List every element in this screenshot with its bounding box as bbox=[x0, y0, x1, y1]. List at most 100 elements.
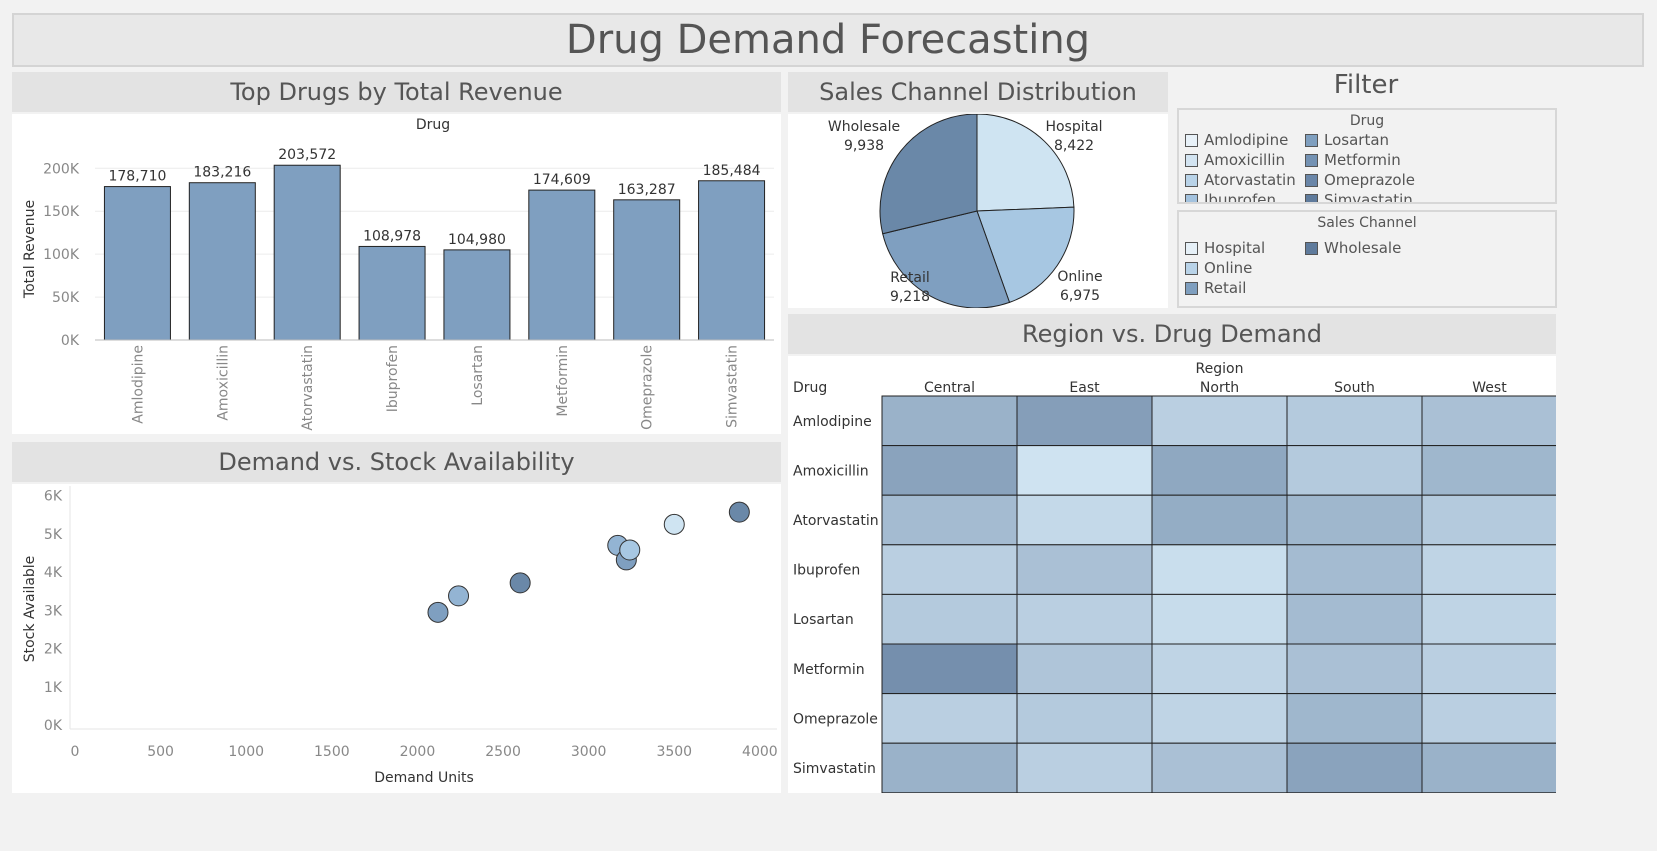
drug-legend-item[interactable]: Simvastatin bbox=[1305, 190, 1425, 204]
drug-legend-item[interactable]: Losartan bbox=[1305, 130, 1425, 150]
drug-legend-item[interactable]: Omeprazole bbox=[1305, 170, 1425, 190]
legend-label: Wholesale bbox=[1324, 239, 1402, 257]
channel-legend-item[interactable]: Online bbox=[1185, 258, 1305, 278]
legend-label: Simvastatin bbox=[1324, 191, 1413, 204]
heatmap-row-label: Simvastatin bbox=[793, 761, 876, 777]
legend-swatch bbox=[1185, 193, 1198, 202]
bar-chart: Drug Total Revenue 0K 50K 100K 150K 200K 178,71… bbox=[22, 117, 774, 431]
scatter-y-tick-label: 0K bbox=[44, 718, 63, 734]
heatmap-cell bbox=[1421, 445, 1558, 496]
bar-value-label: 203,572 bbox=[278, 147, 336, 163]
scatter-y-axis-title: Stock Available bbox=[22, 556, 38, 663]
heatmap-panel: Region Drug Central East North South West Amlod… bbox=[788, 356, 1558, 794]
heatmap-cell bbox=[1016, 445, 1153, 496]
channel-legend-item[interactable]: Hospital bbox=[1185, 238, 1305, 258]
channel-legend-item[interactable]: Retail bbox=[1185, 278, 1305, 298]
drug-legend-item[interactable]: Ibuprofen bbox=[1185, 190, 1305, 202]
scatter-point bbox=[427, 601, 449, 623]
heatmap-cell bbox=[881, 494, 1018, 546]
legend-label: Omeprazole bbox=[1324, 171, 1415, 189]
filter-title: Filter bbox=[1333, 70, 1399, 100]
pie-value-label: 6,975 bbox=[1060, 288, 1100, 304]
scatter-chart: 0K 1K 2K 3K 4K 5K 6K 0 500 1000 1500 2000 2500 3000 35… bbox=[22, 486, 778, 786]
bar-y-tick-label: 100K bbox=[43, 247, 80, 263]
legend-label: Retail bbox=[1204, 279, 1247, 297]
heatmap-cell bbox=[1151, 494, 1288, 546]
heatmap-column-header: Region bbox=[1196, 361, 1244, 377]
legend-swatch bbox=[1305, 133, 1318, 147]
scatter-x-tick-label: 3000 bbox=[571, 744, 607, 760]
heatmap-cell bbox=[881, 395, 1018, 447]
legend-label: Atorvastatin bbox=[1204, 171, 1296, 189]
channel-legend-item[interactable]: Wholesale bbox=[1305, 238, 1425, 258]
heatmap-column-label: Central bbox=[924, 380, 975, 396]
drug-legend-item[interactable]: Amoxicillin bbox=[1185, 150, 1305, 170]
bar-x-tick-label: Ibuprofen bbox=[385, 345, 401, 412]
heatmap-row-label: Omeprazole bbox=[793, 711, 878, 727]
bar-y-tick-label: 200K bbox=[43, 161, 80, 177]
channel-legend: Sales Channel Hospital Wholesale Online Ret… bbox=[1177, 210, 1557, 308]
heatmap-cell bbox=[1286, 693, 1423, 744]
heatmap-cell bbox=[1016, 395, 1153, 447]
bar-value-label: 185,484 bbox=[703, 163, 761, 179]
legend-swatch bbox=[1305, 153, 1318, 167]
scatter-x-tick-label: 500 bbox=[147, 744, 174, 760]
heatmap-chart: Region Drug Central East North South West Amlod… bbox=[793, 361, 1558, 794]
dashboard-title: Drug Demand Forecasting bbox=[12, 13, 1644, 67]
heatmap-row-header: Drug bbox=[793, 380, 827, 396]
heatmap-cell bbox=[1151, 693, 1288, 744]
heatmap-cell bbox=[1421, 395, 1558, 447]
heatmap-row-label: Atorvastatin bbox=[793, 513, 879, 529]
drug-legend-item[interactable]: Atorvastatin bbox=[1185, 170, 1305, 190]
pie-label: Online bbox=[1057, 269, 1102, 285]
heatmap-cell bbox=[1151, 445, 1288, 496]
heatmap-cell bbox=[881, 693, 1018, 744]
bar-value-label: 104,980 bbox=[448, 232, 506, 248]
legend-label: Online bbox=[1204, 259, 1253, 277]
heatmap-cell bbox=[1286, 494, 1423, 546]
heatmap-cell bbox=[1016, 742, 1153, 794]
drug-legend-item[interactable]: Amlodipine bbox=[1185, 130, 1305, 150]
scatter-x-tick-label: 1000 bbox=[228, 744, 264, 760]
scatter-chart-header: Demand vs. Stock Availability bbox=[12, 442, 781, 482]
scatter-x-tick-label: 3500 bbox=[656, 744, 692, 760]
heatmap-cell bbox=[1286, 593, 1423, 645]
legend-label: Amlodipine bbox=[1204, 131, 1289, 149]
scatter-point bbox=[448, 585, 470, 607]
pie-slice bbox=[882, 210, 1011, 309]
bar-x-tick-label: Metformin bbox=[555, 345, 571, 417]
bar-x-tick-label: Amlodipine bbox=[130, 345, 146, 424]
heatmap-cell bbox=[881, 445, 1018, 496]
legend-swatch bbox=[1185, 261, 1198, 275]
heatmap-cell bbox=[1286, 544, 1423, 595]
legend-swatch bbox=[1185, 241, 1198, 255]
scatter-point bbox=[509, 572, 531, 594]
heatmap-column-label: West bbox=[1472, 380, 1507, 396]
drug-legend-item[interactable]: Metformin bbox=[1305, 150, 1425, 170]
scatter-y-tick-label: 4K bbox=[44, 565, 63, 581]
bar bbox=[698, 180, 766, 341]
heatmap-cell bbox=[1151, 643, 1288, 695]
drug-legend: Drug Amlodipine Losartan Amoxicillin Metfor… bbox=[1177, 108, 1557, 204]
bar-value-label: 183,216 bbox=[193, 165, 251, 181]
scatter-x-tick-label: 4000 bbox=[742, 744, 778, 760]
bar bbox=[443, 249, 511, 341]
bar-x-axis-title: Drug bbox=[416, 117, 450, 133]
scatter-point bbox=[663, 513, 685, 535]
bar-chart-header: Top Drugs by Total Revenue bbox=[12, 72, 781, 112]
bar bbox=[188, 182, 256, 341]
heatmap-cell bbox=[881, 544, 1018, 595]
legend-label: Metformin bbox=[1324, 151, 1401, 169]
legend-swatch bbox=[1305, 193, 1318, 202]
scatter-y-tick-label: 3K bbox=[44, 603, 63, 619]
channel-legend-item bbox=[1305, 258, 1425, 278]
legend-label: Hospital bbox=[1204, 239, 1266, 257]
bar-x-tick-label: Amoxicillin bbox=[215, 345, 231, 421]
heatmap-cell bbox=[1421, 643, 1558, 695]
bar bbox=[358, 245, 426, 341]
legend-swatch bbox=[1185, 133, 1198, 147]
scatter-y-tick-label: 6K bbox=[44, 489, 63, 505]
pie-label: Wholesale bbox=[828, 119, 900, 135]
heatmap-column-label: South bbox=[1334, 380, 1375, 396]
heatmap-cell bbox=[1151, 395, 1288, 447]
